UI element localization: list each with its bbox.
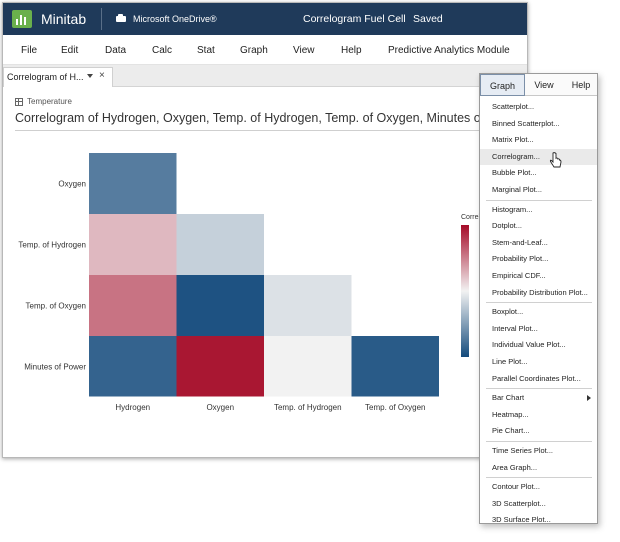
heatmap-cell <box>176 214 264 275</box>
graph-menu-item[interactable]: Pie Chart... <box>492 426 530 436</box>
legend-title: Correl <box>461 214 481 221</box>
graph-menu-item[interactable]: Histogram... <box>492 204 533 214</box>
close-icon[interactable]: × <box>99 70 105 81</box>
y-tick-label: Oxygen <box>58 180 86 189</box>
menu-help[interactable]: Help <box>341 45 362 56</box>
y-tick-label: Temp. of Oxygen <box>26 302 86 311</box>
menu-separator <box>486 199 592 201</box>
graph-menu-item[interactable]: Probability Distribution Plot... <box>492 287 588 297</box>
save-status: Saved <box>413 13 443 25</box>
graph-menu-item[interactable]: Binned Scatterplot... <box>492 118 560 128</box>
chevron-down-icon[interactable] <box>87 74 93 78</box>
title-bar: Minitab Microsoft OneDrive® Correlogram … <box>3 3 527 35</box>
submenu-arrow-icon <box>587 395 591 402</box>
graph-menu-item[interactable]: Interval Plot... <box>492 323 538 333</box>
graph-menu-item[interactable]: Probability Plot... <box>492 254 549 264</box>
project-title: Correlogram Fuel Cell <box>303 13 406 25</box>
y-tick-label: Minutes of Power <box>24 363 86 372</box>
graph-menu-item[interactable]: Scatterplot... <box>492 102 535 111</box>
heatmap-cell <box>264 336 352 397</box>
graph-menu-item[interactable]: Parallel Coordinates Plot... <box>492 373 581 383</box>
heatmap-cell <box>176 275 264 336</box>
heatmap-cell <box>89 275 177 336</box>
legend-color-bar <box>461 225 469 357</box>
graph-menu-item[interactable]: Line Plot... <box>492 357 528 366</box>
heatmap-cell <box>89 214 177 275</box>
worksheet-name: Temperature <box>27 97 72 106</box>
cloud-location-label: Microsoft OneDrive® <box>133 14 217 24</box>
dropdown-tab-help[interactable]: Help <box>571 80 591 90</box>
graph-menu-item[interactable]: Contour Plot... <box>492 482 540 492</box>
graph-menu-item[interactable]: Individual Value Plot... <box>492 340 566 350</box>
heatmap-cell <box>176 336 264 397</box>
app-name: Minitab <box>41 11 87 27</box>
minitab-window: Minitab Microsoft OneDrive® Correlogram … <box>2 2 528 458</box>
menu-separator <box>486 477 592 479</box>
graph-menu-item[interactable]: Area Graph... <box>492 462 538 472</box>
menu-separator <box>486 302 592 304</box>
dropdown-tab-view[interactable]: View <box>534 80 554 90</box>
graph-menu-dropdown: Graph View Help Scatterplot... Binned Sca… <box>479 73 598 524</box>
y-tick-label: Temp. of Hydrogen <box>18 241 86 250</box>
graph-menu-item[interactable]: Stem-and-Leaf... <box>492 237 548 247</box>
correlogram-chart: Oxygen Temp. of Hydrogen Temp. of Oxygen Mi… <box>18 153 481 412</box>
minitab-logo-icon <box>12 10 32 28</box>
graph-menu-item[interactable]: Boxplot... <box>492 307 524 317</box>
graph-menu-item[interactable]: 3D Scatterplot... <box>492 498 546 508</box>
menu-separator <box>486 388 592 390</box>
graph-menu-item[interactable]: Bubble Plot... <box>492 168 537 178</box>
graph-menu-item[interactable]: Dotplot... <box>492 221 523 231</box>
x-tick-label: Temp. of Hydrogen <box>274 403 342 412</box>
heatmap-cell <box>351 336 439 397</box>
cloud-icon <box>116 14 126 22</box>
title-separator: - <box>396 13 400 25</box>
menu-stat[interactable]: Stat <box>197 45 215 56</box>
x-tick-label: Temp. of Oxygen <box>365 403 425 412</box>
graph-menu-item[interactable]: Bar Chart <box>480 390 597 406</box>
dropdown-menu-bar: Graph View Help <box>480 74 597 96</box>
menu-predictive-analytics[interactable]: Predictive Analytics Module <box>388 45 510 56</box>
graph-menu-item[interactable]: Time Series Plot... <box>492 446 553 455</box>
graph-menu-item[interactable]: Correlogram... <box>480 148 597 165</box>
document-tab[interactable]: Correlogram of H... × <box>3 67 113 87</box>
graph-menu-item[interactable]: Marginal Plot... <box>492 185 543 194</box>
document-tab-strip: Correlogram of H... × <box>3 65 527 87</box>
x-tick-label: Oxygen <box>206 403 234 412</box>
menu-separator <box>486 441 592 442</box>
menu-edit[interactable]: Edit <box>61 45 79 56</box>
menu-data[interactable]: Data <box>105 45 127 56</box>
heatmap-cell <box>89 153 177 214</box>
heatmap-cell <box>89 336 177 397</box>
menu-calc[interactable]: Calc <box>152 45 173 56</box>
graph-menu-item[interactable]: 3D Surface Plot... <box>492 515 551 524</box>
title-divider <box>101 8 102 30</box>
graph-menu-item[interactable]: Heatmap... <box>492 409 529 419</box>
document-tab-label: Correlogram of H... <box>7 72 84 82</box>
dropdown-tab-graph[interactable]: Graph <box>480 74 525 96</box>
graph-menu-item[interactable]: Matrix Plot... <box>492 135 534 145</box>
title-divider-line <box>15 130 525 131</box>
heatmap-cell <box>264 275 352 336</box>
menu-graph[interactable]: Graph <box>240 45 268 56</box>
menu-view[interactable]: View <box>293 45 315 56</box>
menu-bar: File Edit Data Calc Stat Graph View Help… <box>3 35 527 65</box>
chart-title: Correlogram of Hydrogen, Oxygen, Temp. o… <box>15 111 497 125</box>
graph-menu-item[interactable]: Empirical CDF... <box>492 271 546 280</box>
worksheet-icon <box>15 98 23 106</box>
x-tick-label: Hydrogen <box>115 403 150 412</box>
hand-cursor-icon <box>549 152 562 168</box>
menu-file[interactable]: File <box>21 45 38 56</box>
